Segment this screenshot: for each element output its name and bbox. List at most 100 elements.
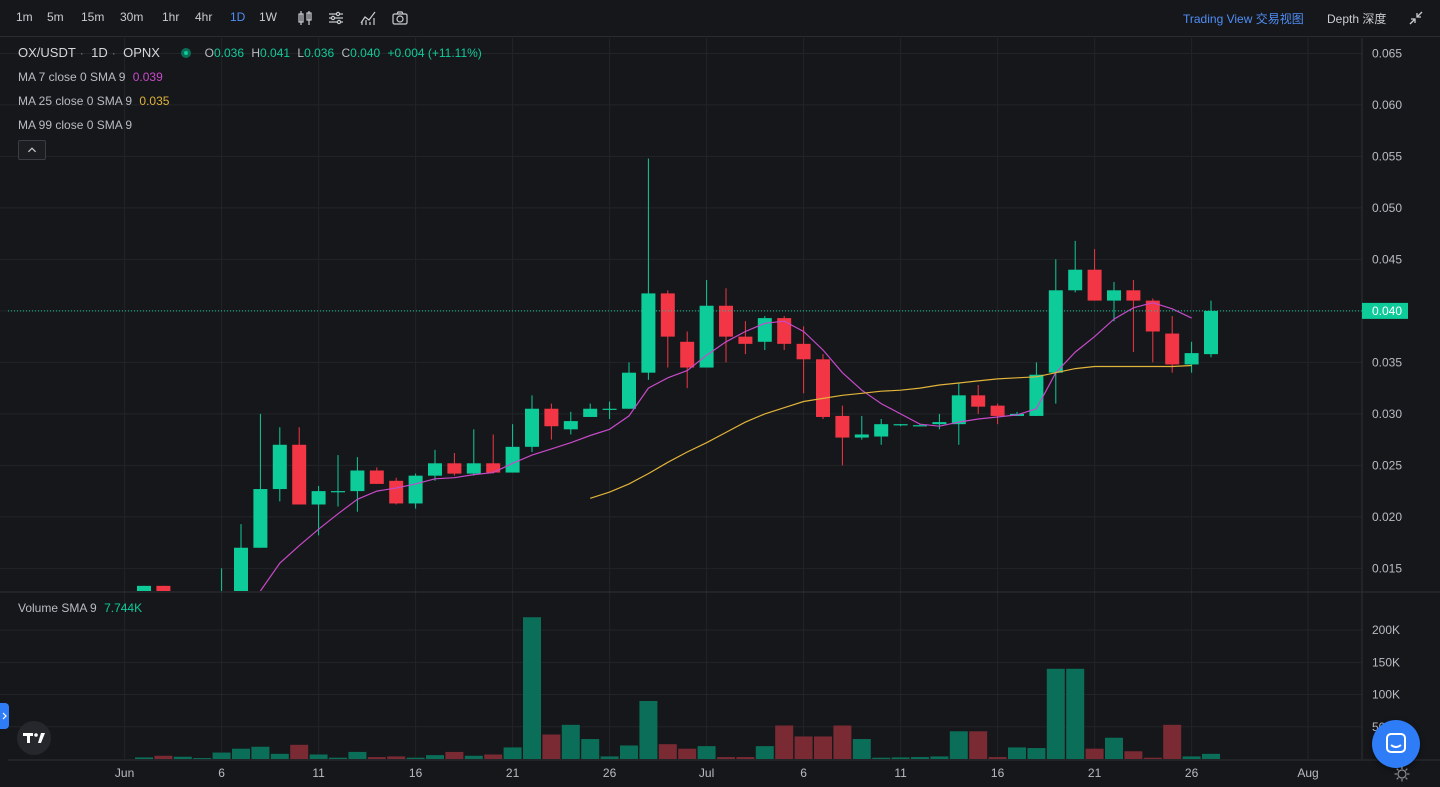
time-tick-label: 16 xyxy=(991,766,1005,780)
volume-bar xyxy=(173,756,192,759)
candle-body xyxy=(389,480,404,504)
timeframe-4hr[interactable]: 4hr xyxy=(195,10,213,24)
candle-body xyxy=(1048,290,1063,373)
ma99-label: MA 99 close 0 SMA 9 xyxy=(18,118,133,132)
time-tick-label: 16 xyxy=(409,766,423,780)
price-tick-label: 0.065 xyxy=(1372,46,1402,60)
candle-body xyxy=(1184,353,1199,365)
indicators-icon[interactable] xyxy=(327,9,345,27)
volume-bar xyxy=(232,748,250,759)
candle-body xyxy=(486,463,501,473)
price-tick-label: 0.025 xyxy=(1372,458,1402,472)
candle-body xyxy=(563,421,578,430)
ma7-value: 0.039 xyxy=(132,70,163,84)
candle-body xyxy=(680,341,695,368)
candle-body xyxy=(1068,269,1083,291)
expand-sidebar-button[interactable] xyxy=(0,703,9,729)
symbol-exchange: OPNX xyxy=(123,45,160,60)
volume-bar xyxy=(484,754,503,759)
candle-body xyxy=(428,463,442,476)
timeframe-1m[interactable]: 1m xyxy=(16,10,33,24)
time-tick-label: 21 xyxy=(506,766,520,780)
volume-bar xyxy=(775,725,794,759)
price-tick-label: 0.030 xyxy=(1372,407,1402,421)
volume-bar xyxy=(212,752,231,759)
volume-tick-label: 100K xyxy=(1372,688,1400,702)
candle-body xyxy=(816,359,830,417)
candle-body xyxy=(932,422,947,425)
timeframe-15m[interactable]: 15m xyxy=(81,10,105,24)
volume-tick-label: 150K xyxy=(1372,655,1400,669)
low-value: 0.036 xyxy=(304,46,335,60)
volume-bar xyxy=(891,757,910,759)
price-tick-label: 0.060 xyxy=(1372,98,1402,112)
volume-bar xyxy=(523,617,541,759)
candle-body xyxy=(350,470,365,492)
candle-body xyxy=(835,415,850,438)
studies-icon[interactable] xyxy=(359,9,377,27)
volume-bar xyxy=(872,757,891,759)
candle-body xyxy=(408,475,423,504)
tradingview-logo-icon[interactable] xyxy=(17,721,51,755)
candle-body xyxy=(951,395,966,425)
volume-bar xyxy=(154,755,173,759)
timeframe-30m[interactable]: 30m xyxy=(120,10,144,24)
candle-body xyxy=(854,434,869,438)
candle-body xyxy=(1029,374,1044,416)
timeframe-5m[interactable]: 5m xyxy=(47,10,64,24)
last-price-label: 0.040 xyxy=(1372,304,1402,318)
ma7-label: MA 7 close 0 SMA 9 xyxy=(18,70,126,84)
candle-body xyxy=(602,408,617,410)
candle-body xyxy=(1204,310,1218,355)
camera-icon[interactable] xyxy=(391,9,409,27)
timeframe-1w[interactable]: 1W xyxy=(259,10,277,24)
candle-body xyxy=(156,585,171,591)
volume-bar xyxy=(1163,724,1182,759)
symbol-name: OX/USDT xyxy=(18,45,76,60)
volume-bar xyxy=(387,756,406,759)
candle-body xyxy=(660,293,675,337)
time-tick-label: 11 xyxy=(894,766,907,780)
volume-bar xyxy=(1143,757,1162,759)
volume-bar xyxy=(503,747,522,759)
price-chart[interactable]: 0.065 0.060 0.055 0.050 0.045 0.040 0.035 0.030… xyxy=(0,38,1440,787)
candle-body xyxy=(525,408,539,447)
volume-bar xyxy=(290,744,309,759)
volume-bar xyxy=(814,736,832,759)
candle-body xyxy=(913,425,927,427)
volume-bar xyxy=(348,751,367,759)
chart-settings-icon[interactable] xyxy=(1394,766,1410,782)
ma99-legend[interactable]: MA 99 close 0 SMA 9 xyxy=(18,118,136,132)
timeframe-1hr[interactable]: 1hr xyxy=(162,10,180,24)
volume-label: Volume SMA 9 xyxy=(18,601,97,615)
volume-bar xyxy=(135,757,153,759)
time-tick-label: 26 xyxy=(603,766,617,780)
volume-bar xyxy=(678,748,697,759)
volume-bar xyxy=(852,739,871,759)
time-tick-label: Jun xyxy=(115,766,134,780)
candle-type-icon[interactable] xyxy=(296,9,314,27)
price-tick-label: 0.050 xyxy=(1372,201,1402,215)
candle-body xyxy=(505,446,520,473)
depth-tab[interactable]: Depth 深度 xyxy=(1327,12,1387,26)
volume-bar xyxy=(1202,753,1220,759)
high-value: 0.041 xyxy=(260,46,291,60)
volume-bar xyxy=(600,756,619,759)
candle-body xyxy=(796,343,811,360)
volume-bar xyxy=(1085,748,1104,759)
volume-bar xyxy=(426,755,444,759)
chat-support-button[interactable] xyxy=(1372,720,1420,768)
volume-legend[interactable]: Volume SMA 9 7.744K xyxy=(18,601,146,615)
ma7-legend[interactable]: MA 7 close 0 SMA 9 0.039 xyxy=(18,70,167,84)
volume-tick-label: 200K xyxy=(1372,623,1400,637)
volume-bar xyxy=(464,755,483,759)
collapse-legend-button[interactable] xyxy=(18,140,46,160)
volume-bar xyxy=(581,739,600,759)
volume-bar xyxy=(639,701,658,759)
candle-body xyxy=(641,293,656,373)
volume-value: 7.744K xyxy=(104,601,143,615)
ma25-legend[interactable]: MA 25 close 0 SMA 9 0.035 xyxy=(18,94,173,108)
collapse-icon[interactable] xyxy=(1408,10,1424,26)
trading-view-tab[interactable]: Trading View 交易视图 xyxy=(1183,12,1304,26)
timeframe-1d[interactable]: 1D xyxy=(230,10,246,24)
